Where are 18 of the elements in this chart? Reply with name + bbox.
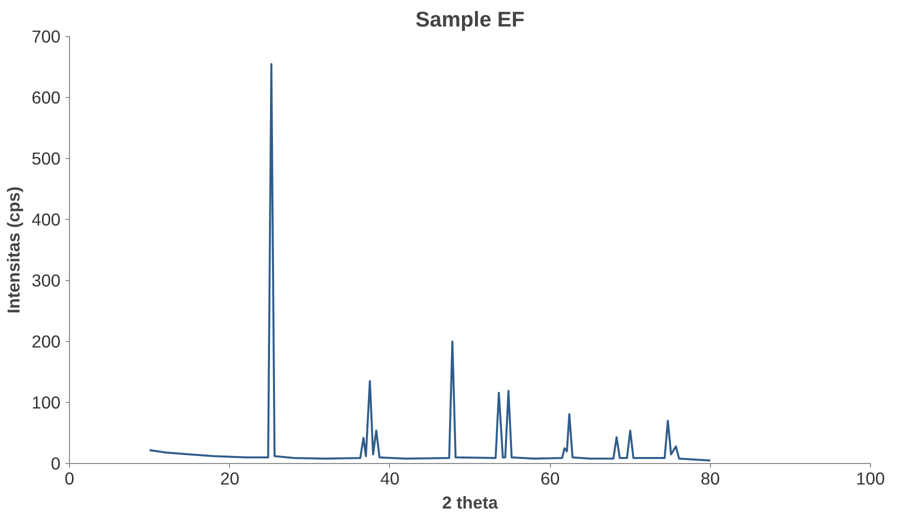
y-tick-label: 300 (32, 270, 61, 290)
x-tick-label: 60 (540, 468, 560, 488)
chart-title: Sample EF (415, 8, 525, 32)
y-tick-label: 0 (50, 454, 61, 474)
y-tick-label: 100 (32, 392, 61, 412)
x-tick-label: 20 (220, 468, 240, 488)
y-tick-label: 700 (32, 26, 61, 46)
x-tick-label: 80 (700, 468, 720, 488)
x-axis-title: 2 theta (442, 492, 498, 512)
y-tick-label: 200 (32, 332, 61, 352)
y-tick-label: 400 (32, 210, 61, 230)
y-axis-title: Intensitas (cps) (4, 186, 24, 314)
line-series (148, 62, 712, 462)
x-tick-label: 0 (64, 468, 74, 488)
y-tick-label: 600 (32, 88, 61, 108)
x-tick-label: 100 (856, 468, 885, 488)
y-tick-label: 500 (32, 148, 61, 168)
x-tick-label: 40 (380, 468, 400, 488)
